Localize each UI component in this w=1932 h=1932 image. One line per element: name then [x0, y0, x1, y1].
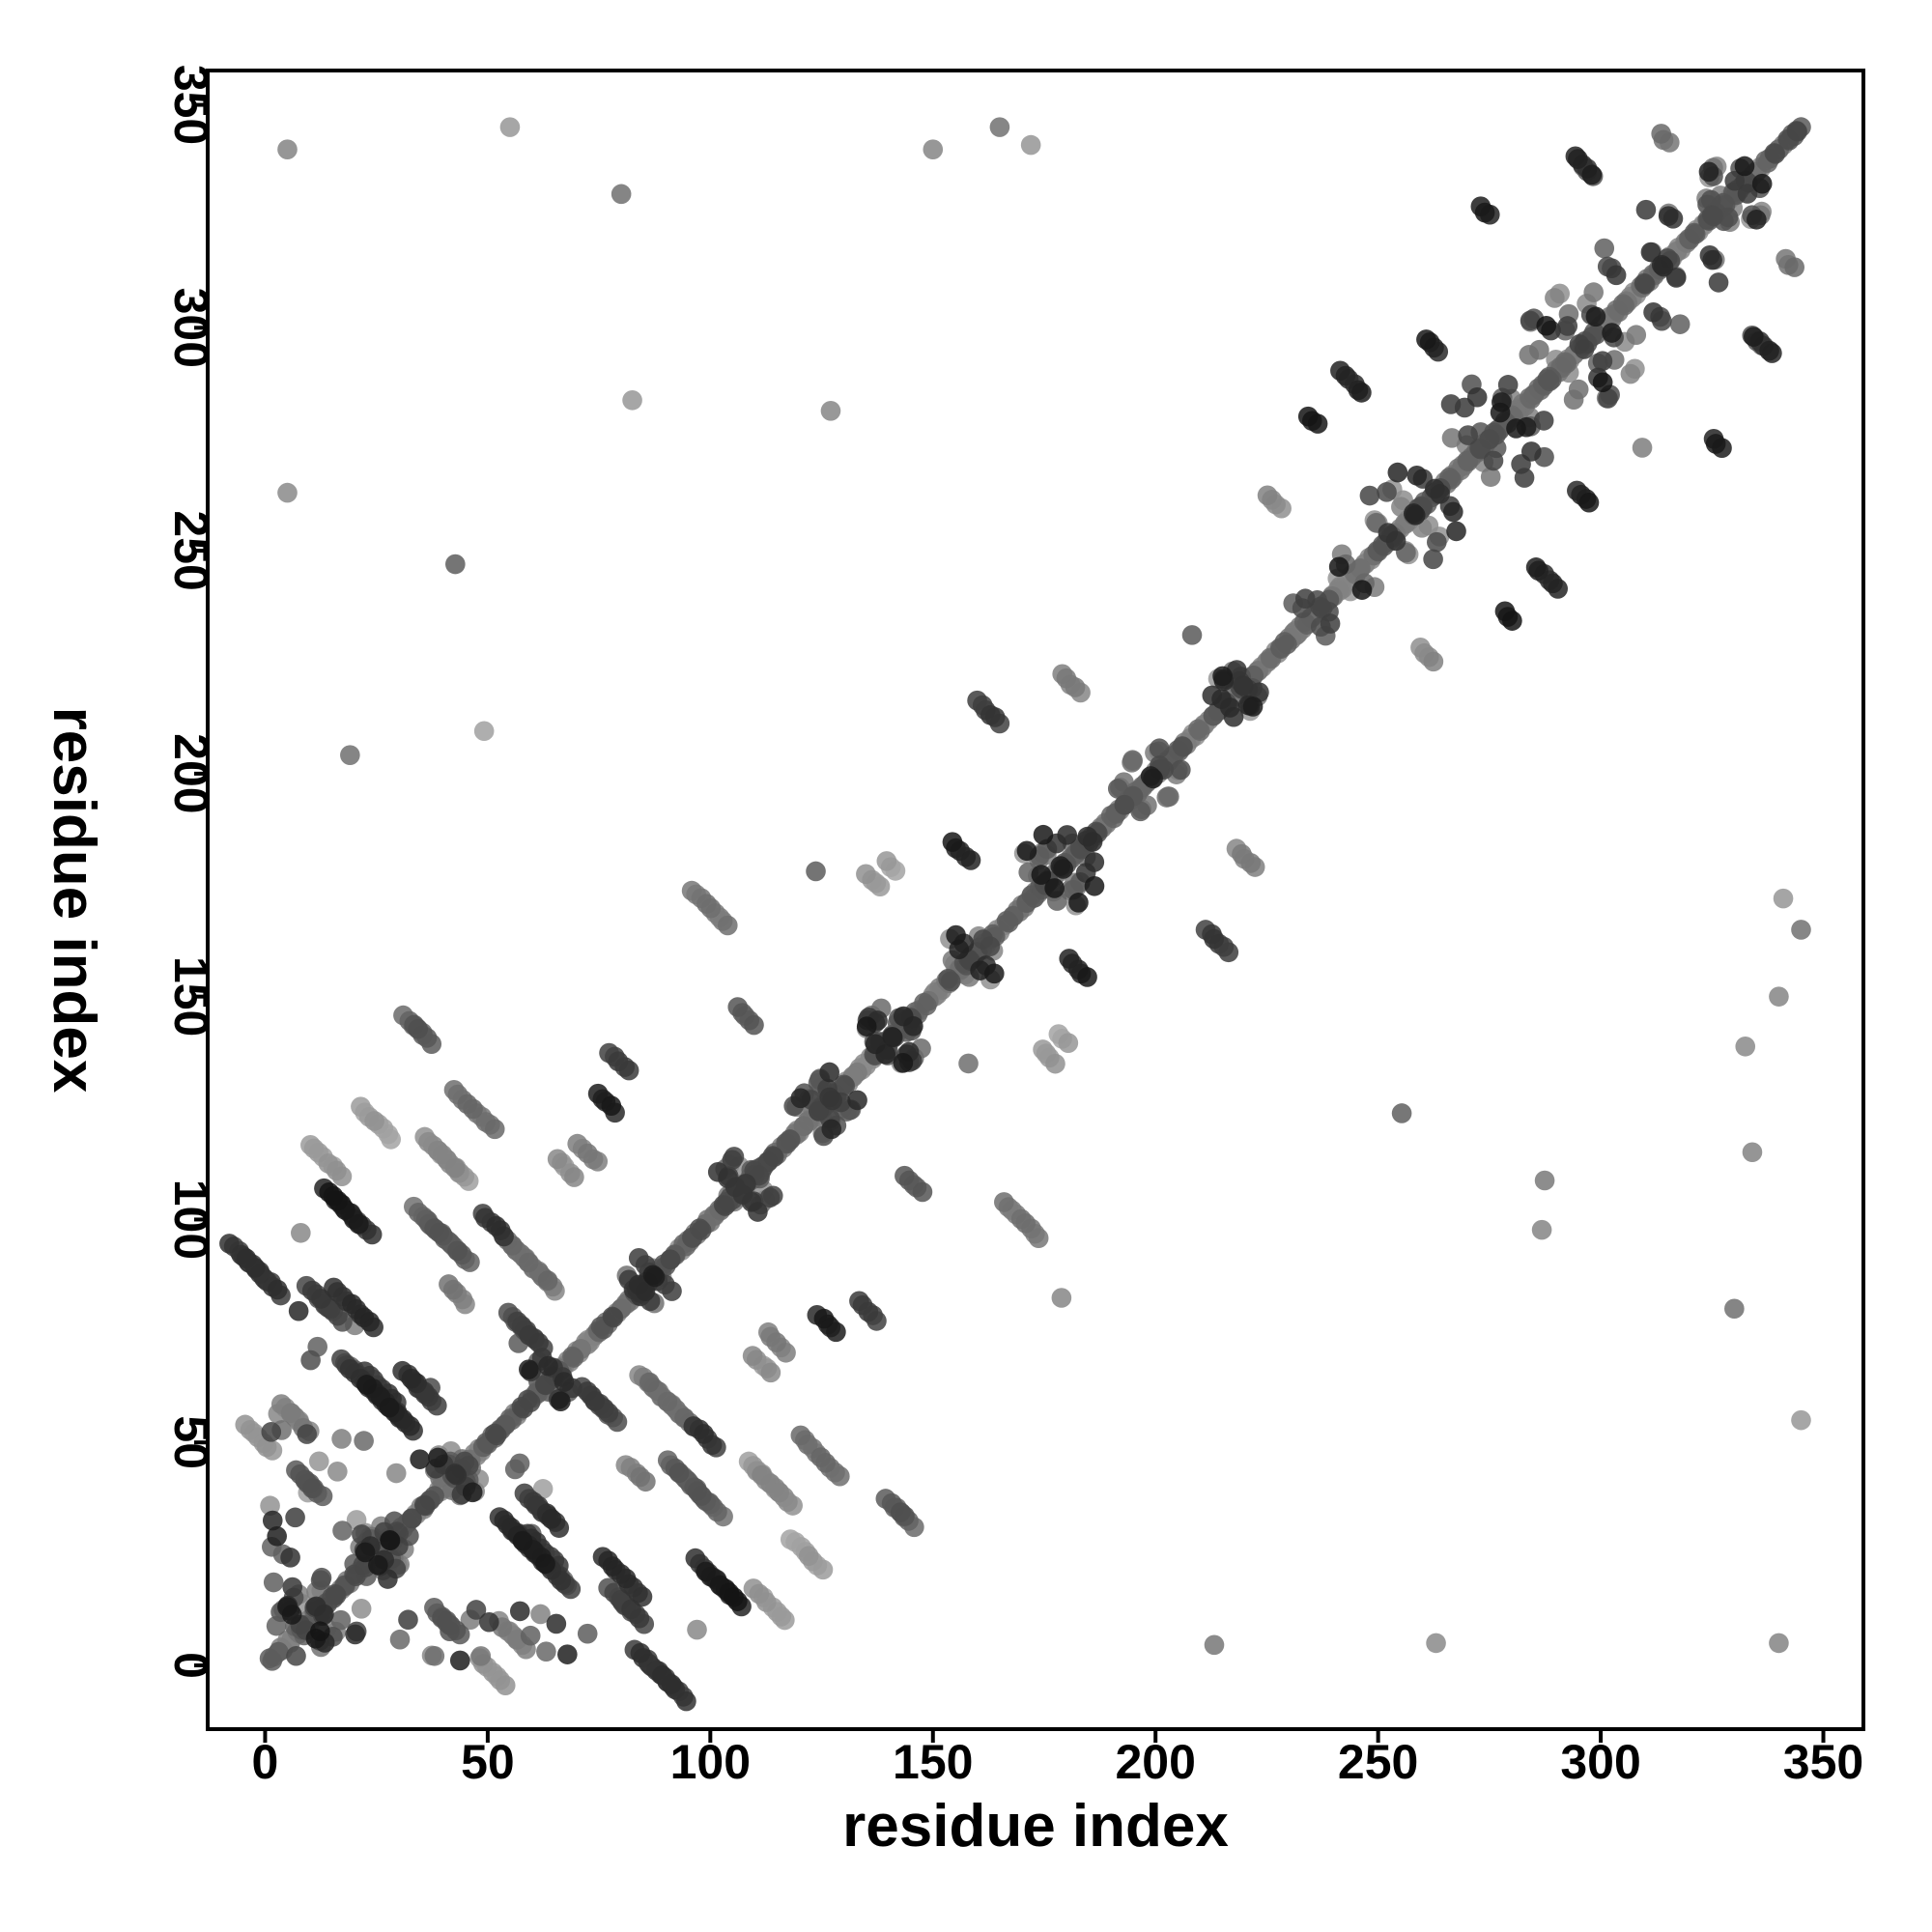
svg-text:100: 100	[670, 1735, 751, 1789]
svg-text:300: 300	[164, 288, 218, 368]
svg-text:350: 350	[164, 65, 218, 145]
svg-text:0: 0	[164, 1652, 218, 1679]
svg-text:100: 100	[164, 1179, 218, 1260]
svg-text:residue index: residue index	[842, 1793, 1229, 1860]
svg-text:50: 50	[164, 1415, 218, 1469]
svg-text:200: 200	[164, 733, 218, 813]
svg-text:250: 250	[1338, 1735, 1418, 1789]
svg-text:250: 250	[164, 510, 218, 590]
svg-text:50: 50	[461, 1735, 515, 1789]
svg-text:0: 0	[252, 1735, 279, 1789]
svg-text:150: 150	[164, 956, 218, 1037]
svg-text:300: 300	[1560, 1735, 1640, 1789]
svg-text:residue index: residue index	[41, 707, 107, 1094]
svg-text:350: 350	[1783, 1735, 1863, 1789]
svg-text:150: 150	[893, 1735, 973, 1789]
svg-text:200: 200	[1115, 1735, 1195, 1789]
